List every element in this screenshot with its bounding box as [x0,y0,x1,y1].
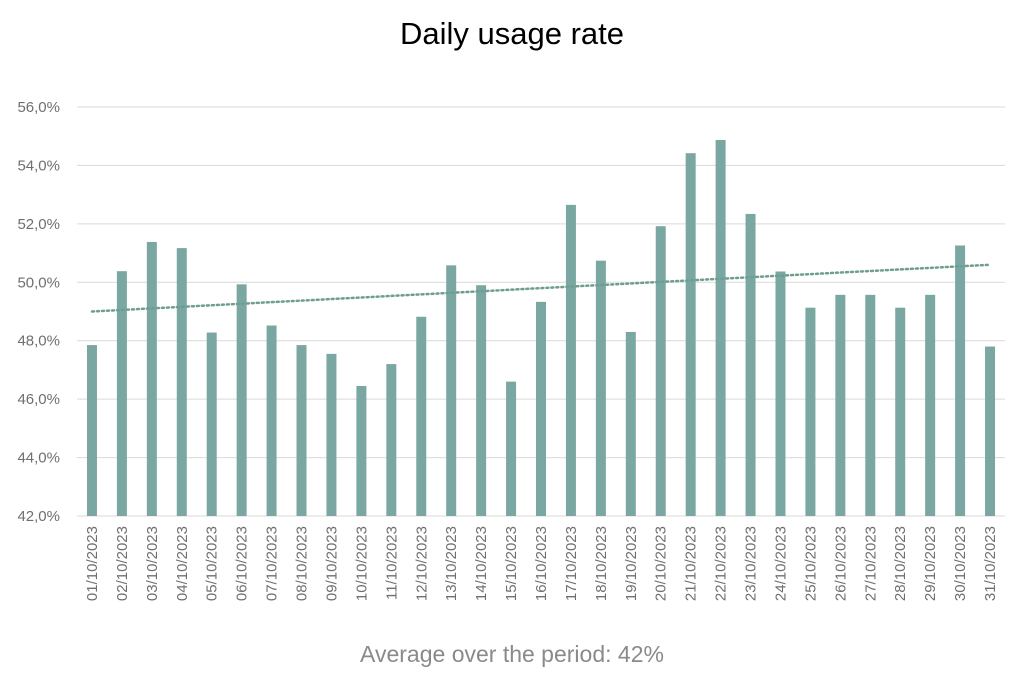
bar [745,213,756,516]
bar [266,325,277,516]
x-tick-label: 10/10/2023 [353,526,370,601]
bar [655,226,666,517]
x-tick-label: 12/10/2023 [413,526,430,601]
x-tick-label: 28/10/2023 [892,526,909,601]
bar [985,346,996,516]
chart-title: Daily usage rate [400,16,624,51]
bar [116,271,127,516]
bar [835,294,846,516]
x-tick-label: 20/10/2023 [653,526,670,601]
footer-note: Average over the period: 42% [360,641,664,667]
x-tick-label: 01/10/2023 [84,526,101,601]
bar [805,307,816,516]
bar [565,204,576,516]
y-tick-label: 54,0% [17,157,60,174]
bar [595,260,606,516]
x-tick-label: 23/10/2023 [743,526,760,601]
x-tick-label: 31/10/2023 [982,526,999,601]
x-tick-label: 11/10/2023 [383,526,400,600]
x-tick-label: 26/10/2023 [832,526,849,601]
x-tick-label: 04/10/2023 [174,526,191,601]
bar [386,364,397,516]
x-tick-label: 13/10/2023 [443,526,460,601]
y-tick-label: 56,0% [17,99,60,116]
bar [476,285,487,516]
x-tick-label: 30/10/2023 [952,526,969,601]
bar [86,345,97,516]
x-tick-label: 14/10/2023 [473,526,490,601]
bar [236,284,247,516]
x-tick-label: 17/10/2023 [563,526,580,601]
y-tick-label: 42,0% [17,508,60,525]
x-tick-label: 15/10/2023 [503,526,520,601]
bar [955,245,966,516]
x-tick-label: 06/10/2023 [234,526,251,601]
x-tick-label: 07/10/2023 [264,526,281,601]
x-tick-label: 18/10/2023 [593,526,610,601]
bar [895,307,906,516]
bar [356,385,367,516]
y-axis-ticks: 42,0% 44,0% 46,0% 48,0% 50,0% 52,0% 54,0% 56,0% [17,99,60,525]
x-tick-label: 24/10/2023 [772,526,789,601]
bars [86,140,996,517]
bar [925,294,936,516]
bar [775,271,786,516]
bar [416,316,427,516]
bar [326,353,337,516]
x-tick-label: 05/10/2023 [204,526,221,601]
trendline-group [90,263,992,313]
bar [625,331,636,516]
x-tick-label: 25/10/2023 [802,526,819,601]
x-axis-ticks: 01/10/2023 02/10/2023 03/10/2023 04/10/2023… [84,526,999,601]
bar [206,332,217,516]
x-tick-label: 16/10/2023 [533,526,550,601]
x-tick-label: 21/10/2023 [683,526,700,601]
x-tick-label: 03/10/2023 [144,526,161,601]
y-tick-label: 52,0% [17,216,60,233]
x-tick-label: 27/10/2023 [862,526,879,601]
y-tick-label: 44,0% [17,450,60,467]
x-tick-label: 22/10/2023 [713,526,730,601]
y-tick-label: 48,0% [17,333,60,350]
bar [446,265,457,516]
x-tick-label: 29/10/2023 [922,526,939,601]
bar [146,241,157,516]
x-tick-label: 02/10/2023 [114,526,131,601]
trendline [90,263,992,313]
bar [506,381,517,516]
x-tick-label: 08/10/2023 [294,526,311,601]
bar [176,248,187,517]
bar [715,140,726,516]
bar [296,345,307,516]
x-tick-label: 19/10/2023 [623,526,640,601]
bar [536,301,546,516]
bar [685,153,696,516]
y-tick-label: 50,0% [17,274,60,291]
x-tick-label: 09/10/2023 [323,526,340,601]
bar [865,294,876,516]
y-tick-label: 46,0% [17,391,60,408]
